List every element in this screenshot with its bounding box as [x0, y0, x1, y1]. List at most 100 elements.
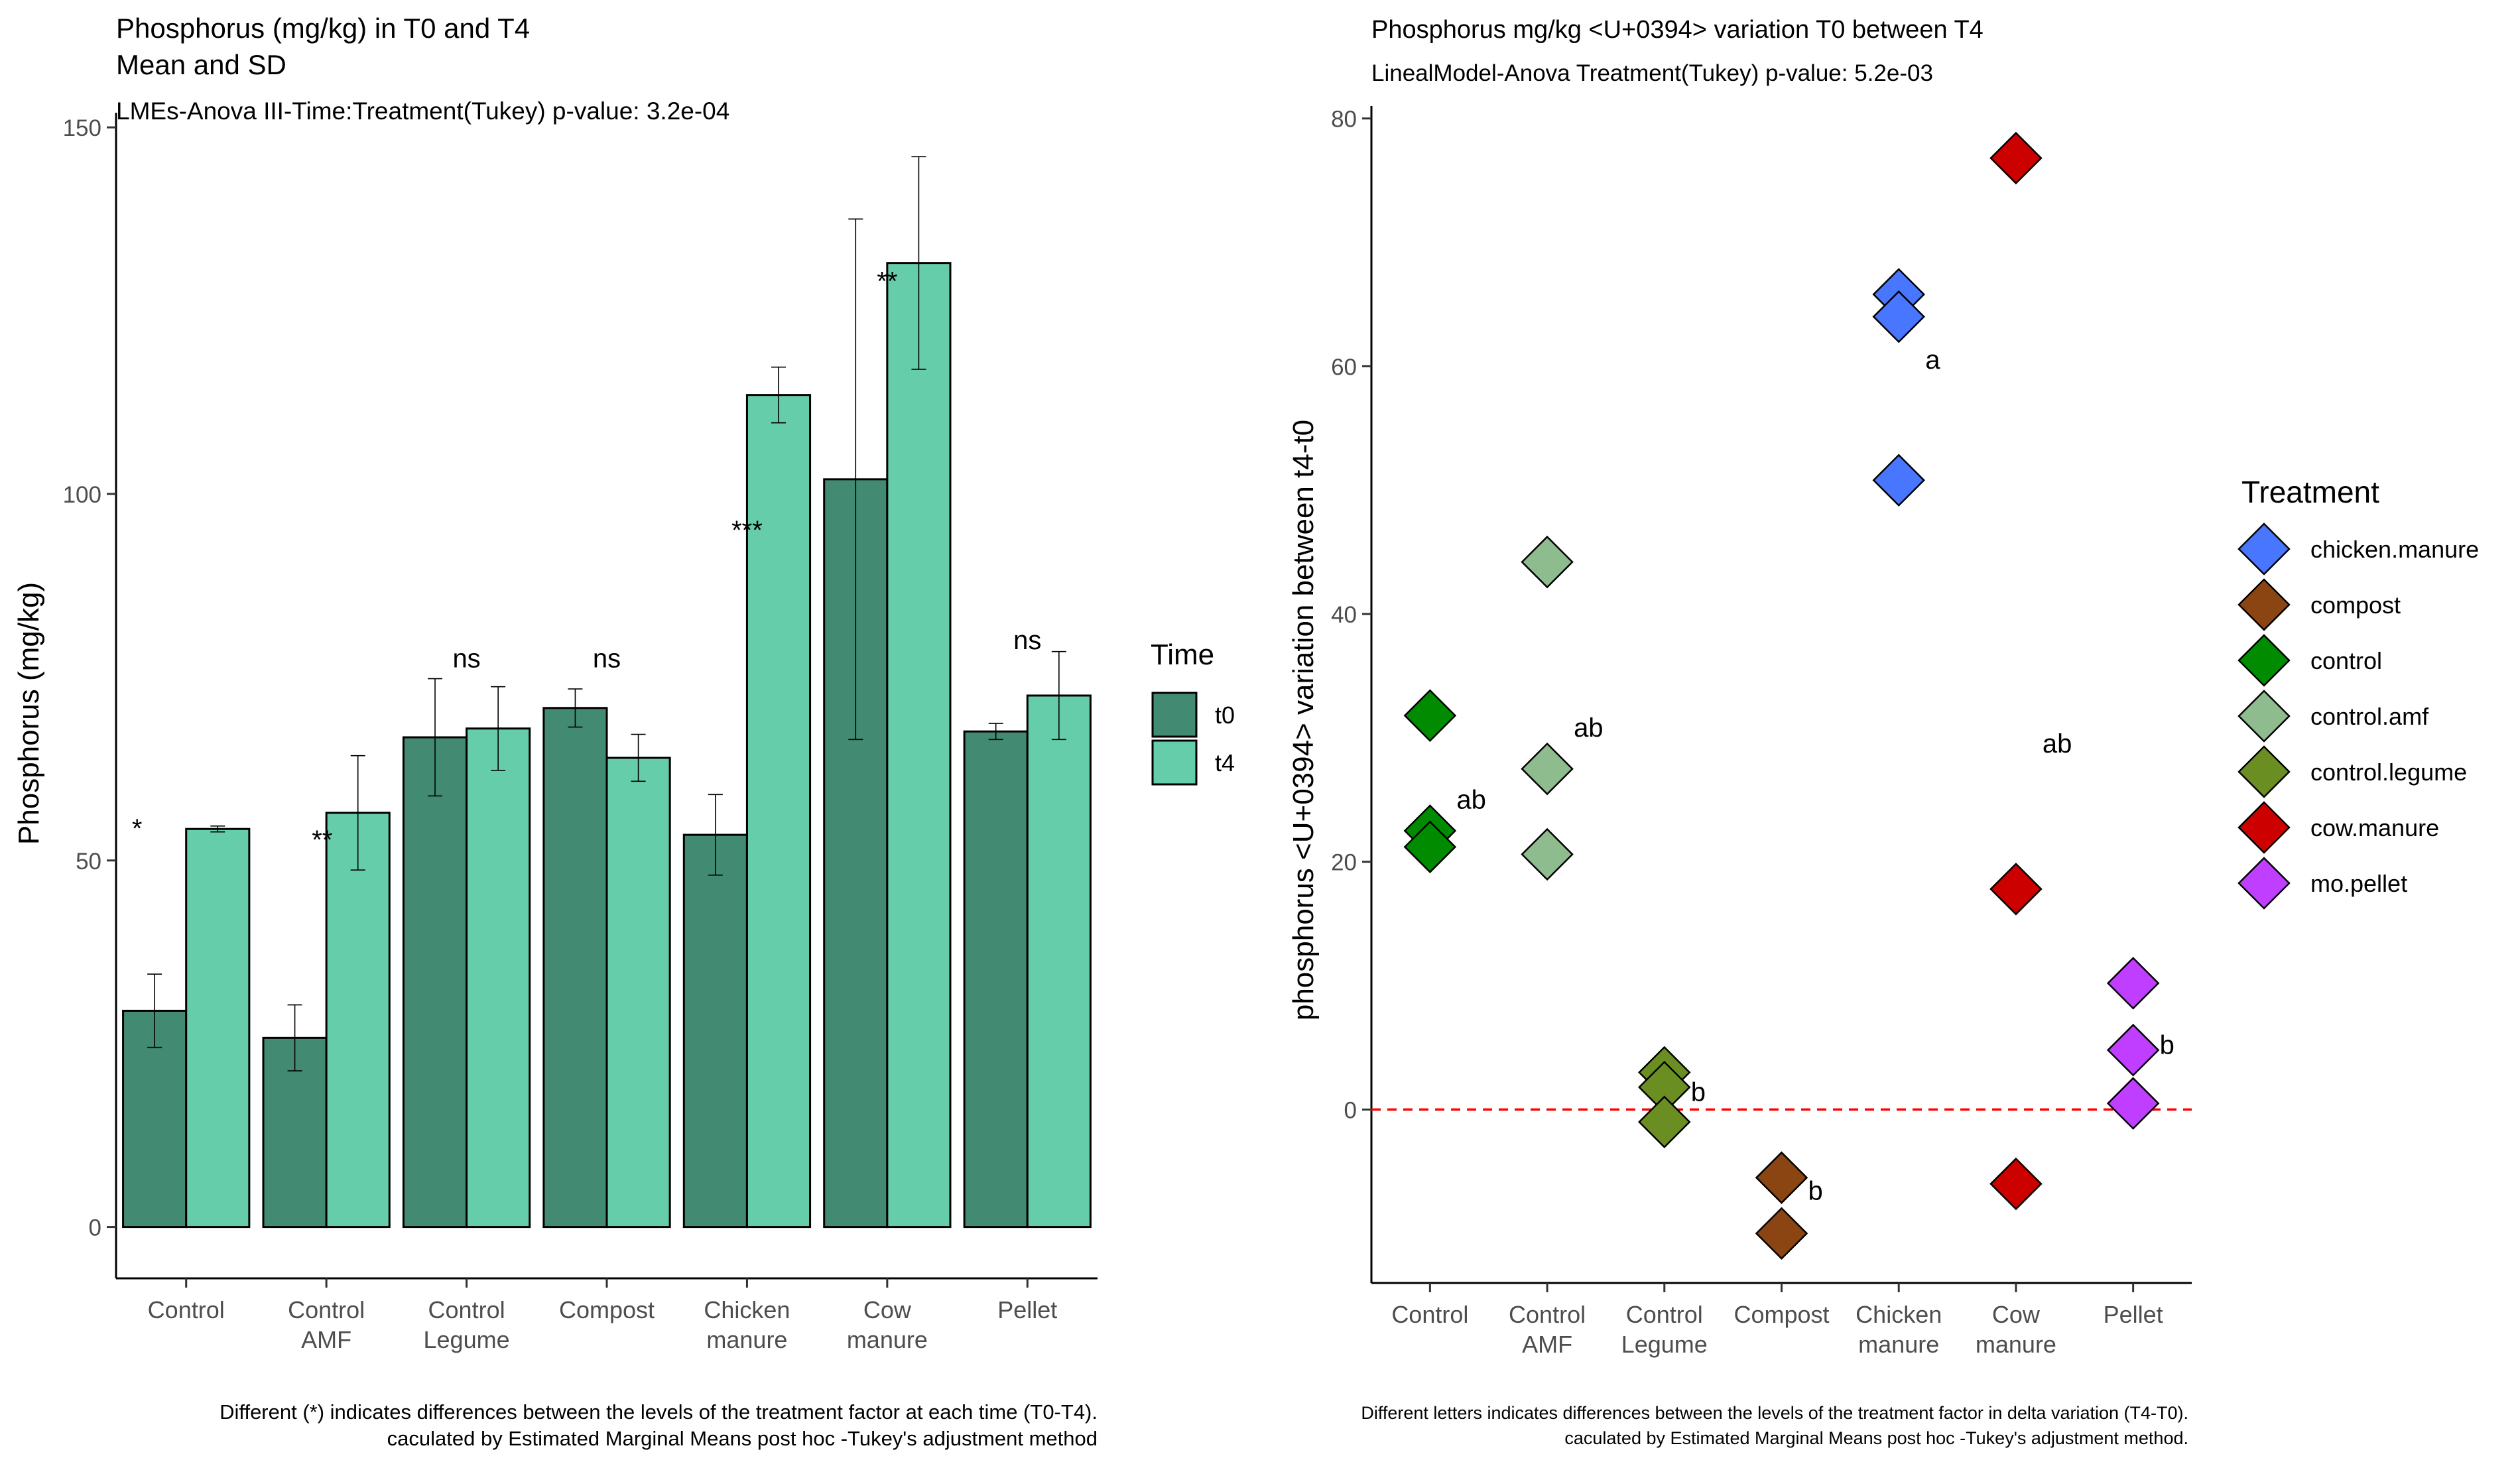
- right-x-tick-label-control-legume-0: Control: [1626, 1301, 1703, 1328]
- right-chart-legend: Treatment chicken.manure compost control co…: [2237, 475, 2479, 910]
- left-footnote-line-1: Different (*) indicates differences betw…: [220, 1400, 1098, 1424]
- right-y-tick-label-40: 40: [1331, 602, 1357, 628]
- left-x-tick-label-control-legume-0: Control: [428, 1296, 505, 1323]
- left-x-tick-label-control-amf-1: AMF: [301, 1326, 351, 1353]
- left-x-tick-label-cow-manure-0: Cow: [863, 1296, 912, 1323]
- right-point-chicken.manure-1: [1872, 290, 1925, 343]
- right-x-tick-label-chicken-manure-1: manure: [1858, 1331, 1939, 1358]
- left-footnote-line-2: caculated by Estimated Marginal Means po…: [387, 1427, 1098, 1450]
- right-group-letter-6: b: [2160, 1030, 2174, 1060]
- right-footnote-line-2: caculated by Estimated Marginal Means po…: [1564, 1428, 2188, 1448]
- right-point-control.amf-2: [1521, 827, 1574, 881]
- right-legend-swatch-control-legume: [2237, 745, 2291, 798]
- left-chart-subtitle: LMEs-Anova III-Time:Treatment(Tukey) p-v…: [116, 97, 729, 125]
- left-significance-label-1: **: [312, 825, 332, 855]
- right-chart-plot-area: 0 20 40 60 80 Control Control AMF Control Legume C…: [1331, 106, 2192, 1358]
- right-point-compost-1: [1755, 1207, 1808, 1260]
- right-legend-swatch-control: [2237, 634, 2291, 687]
- right-legend-title: Treatment: [2241, 475, 2379, 509]
- right-y-axis-label: phosphorus <U+0394> variation between t4…: [1287, 420, 1320, 1020]
- right-point-control.amf-0: [1521, 535, 1574, 589]
- left-y-tick-label-50: 50: [76, 849, 101, 875]
- right-legend-label-cow-manure: cow.manure: [2310, 814, 2439, 841]
- right-legend-label-mo-pellet: mo.pellet: [2310, 870, 2407, 897]
- right-x-tick-label-control-amf-1: AMF: [1522, 1331, 1572, 1358]
- right-y-tick-label-20: 20: [1331, 850, 1357, 876]
- right-x-tick-label-cow-manure-0: Cow: [1992, 1301, 2041, 1328]
- right-point-control.amf-1: [1521, 742, 1574, 796]
- left-significance-label-4: ***: [731, 516, 763, 545]
- right-legend-swatch-compost: [2237, 578, 2291, 631]
- right-point-mo.pellet-1: [2106, 1023, 2160, 1077]
- left-legend-title: Time: [1151, 639, 1214, 671]
- right-y-tick-label-0: 0: [1344, 1097, 1357, 1123]
- right-group-letter-3: b: [1808, 1177, 1823, 1206]
- left-x-tick-label-cow-manure-1: manure: [847, 1326, 928, 1353]
- left-significance-label-3: ns: [593, 644, 621, 674]
- right-legend-label-control-amf: control.amf: [2310, 703, 2429, 730]
- right-group-letter-5: ab: [2043, 729, 2072, 759]
- right-x-tick-label-cow-manure-1: manure: [1976, 1331, 2056, 1358]
- right-legend-label-chicken-manure: chicken.manure: [2310, 536, 2479, 563]
- right-point-mo.pellet-0: [2106, 957, 2160, 1010]
- right-y-tick-label-80: 80: [1331, 107, 1357, 133]
- right-group-letter-2: b: [1691, 1077, 1706, 1107]
- left-bar-t0-6: [963, 730, 1029, 1229]
- right-x-tick-label-chicken-manure-0: Chicken: [1856, 1301, 1942, 1328]
- right-point-compost-0: [1755, 1151, 1808, 1204]
- left-x-tick-label-chicken-manure-1: manure: [706, 1326, 787, 1353]
- left-legend-label-t4: t4: [1215, 749, 1235, 776]
- left-bar-t4-2: [466, 727, 531, 1229]
- left-bar-t4-4: [745, 394, 812, 1229]
- right-y-tick-label-60: 60: [1331, 354, 1357, 380]
- left-chart-title: Phosphorus (mg/kg) in T0 and T4: [116, 13, 530, 44]
- left-bar-t0-2: [402, 736, 468, 1229]
- right-legend-label-control: control: [2310, 647, 2382, 674]
- left-bar-t4-0: [185, 827, 251, 1229]
- left-x-tick-label-control-legume-1: Legume: [424, 1326, 510, 1353]
- right-point-chicken.manure-2: [1872, 454, 1925, 507]
- left-x-tick-label-chicken-manure-0: Chicken: [704, 1296, 790, 1323]
- left-significance-label-6: ns: [1013, 626, 1041, 655]
- left-legend-swatch-t4: [1151, 739, 1198, 786]
- left-bar-t4-1: [325, 812, 391, 1229]
- left-bar-t4-6: [1026, 694, 1092, 1229]
- left-y-axis-label: Phosphorus (mg/kg): [13, 582, 45, 845]
- right-point-cow.manure-2: [1989, 1157, 2043, 1211]
- left-significance-label-2: ns: [452, 644, 480, 674]
- left-bar-t0-4: [682, 833, 748, 1229]
- left-chart-legend: Time t0 t4: [1151, 639, 1235, 786]
- right-chart-title: Phosphorus mg/kg <U+0394> variation T0 b…: [1371, 16, 1984, 44]
- right-legend-label-compost: compost: [2310, 591, 2401, 619]
- left-x-tick-label-control-amf-0: Control: [288, 1296, 365, 1323]
- left-x-tick-label-compost-0: Compost: [559, 1296, 655, 1323]
- right-legend-swatch-cow-manure: [2237, 801, 2291, 854]
- right-legend-label-control-legume: control.legume: [2310, 759, 2467, 786]
- left-bar-t4-3: [605, 757, 671, 1229]
- left-y-tick-label-100: 100: [63, 482, 101, 508]
- left-chart-plot-area: 0 50 100 150 Control Control AMF Control Legume C…: [63, 113, 1098, 1353]
- left-x-tick-label-pellet-0: Pellet: [997, 1296, 1057, 1323]
- right-group-letter-1: ab: [1574, 713, 1604, 743]
- left-legend-label-t0: t0: [1215, 701, 1235, 729]
- right-legend-swatch-mo-pellet: [2237, 857, 2291, 910]
- right-point-control-2: [1403, 820, 1457, 874]
- left-x-tick-label-control-0: Control: [148, 1296, 225, 1323]
- right-legend-swatch-control-amf: [2237, 690, 2291, 743]
- left-significance-label-0: *: [132, 814, 143, 843]
- right-point-control-0: [1403, 689, 1457, 743]
- left-y-tick-label-150: 150: [63, 115, 101, 141]
- right-point-control.legume-2: [1638, 1095, 1691, 1148]
- right-x-tick-label-control-amf-0: Control: [1509, 1301, 1586, 1328]
- right-x-tick-label-pellet-0: Pellet: [2104, 1301, 2163, 1328]
- left-bar-t0-3: [542, 707, 608, 1229]
- right-footnote-line-1: Different letters indicates differences …: [1361, 1403, 2188, 1423]
- right-x-tick-label-control-0: Control: [1391, 1301, 1468, 1328]
- left-chart-subtitle-line2: Mean and SD: [116, 49, 286, 80]
- right-chart-subtitle: LinealModel-Anova Treatment(Tukey) p-val…: [1371, 60, 1933, 86]
- right-x-tick-label-compost-0: Compost: [1733, 1301, 1829, 1328]
- left-legend-swatch-t0: [1151, 692, 1198, 738]
- right-point-cow.manure-1: [1989, 863, 2043, 916]
